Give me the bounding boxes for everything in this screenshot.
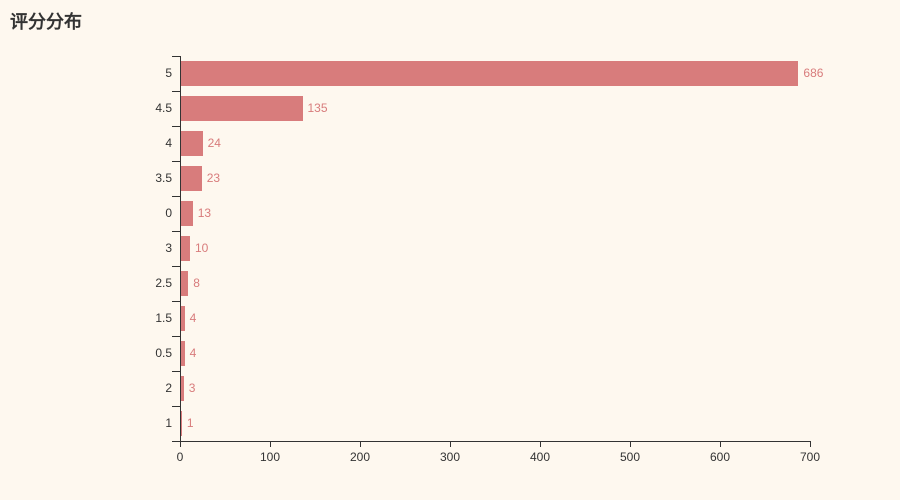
bar-row: 3.5 23	[155, 161, 810, 196]
bar[interactable]	[181, 61, 799, 86]
x-axis-tick-label: 400	[529, 450, 551, 464]
bar-value-label: 1	[186, 416, 194, 430]
x-axis-tick	[630, 442, 631, 447]
plot-area: 5 686 4.5 135 4 24 3.5 23 0 13 3 10 2.5 8 1.5 4 0.5 4 2 3 1 1…	[155, 56, 823, 464]
bar[interactable]	[181, 96, 303, 121]
y-axis-tick	[172, 406, 180, 407]
x-axis-tick-label: 0	[176, 450, 184, 464]
y-axis-tick	[172, 126, 180, 127]
y-axis-tick	[172, 91, 180, 92]
bar-value-label: 23	[206, 171, 221, 185]
bar-value-label: 135	[307, 101, 328, 115]
x-axis-line	[180, 441, 811, 442]
bar-value-label: 4	[189, 311, 197, 325]
x-axis-tick	[540, 442, 541, 447]
bar-value-label: 4	[189, 346, 197, 360]
y-axis-tick	[172, 196, 180, 197]
y-axis-tick	[172, 336, 180, 337]
x-axis-tick	[270, 442, 271, 447]
x-axis-tick	[720, 442, 721, 447]
y-axis-label: 4	[165, 136, 172, 150]
x-axis-tick-label: 700	[799, 450, 821, 464]
bar-row: 1.5 4	[155, 301, 810, 336]
x-axis-tick-label: 200	[349, 450, 371, 464]
bar-row: 2.5 8	[155, 266, 810, 301]
y-axis-label: 0.5	[155, 346, 172, 360]
y-axis-tick	[172, 56, 180, 57]
bar[interactable]	[181, 131, 203, 156]
y-axis-label: 0	[165, 206, 172, 220]
y-axis-label: 2.5	[155, 276, 172, 290]
x-axis-tick	[450, 442, 451, 447]
x-axis-tick	[360, 442, 361, 447]
x-axis-tick-label: 300	[439, 450, 461, 464]
bar-value-label: 8	[193, 276, 200, 290]
bar[interactable]	[181, 411, 182, 436]
y-axis-label: 1	[165, 416, 172, 430]
y-axis-tick	[172, 231, 180, 232]
y-axis-label: 3.5	[155, 171, 172, 185]
x-axis-tick-label: 500	[619, 450, 641, 464]
bar[interactable]	[181, 306, 185, 331]
bar-value-label: 10	[195, 241, 209, 255]
x-axis-tick	[810, 442, 811, 447]
bar-value-label: 24	[207, 136, 221, 150]
y-axis-label: 4.5	[155, 101, 172, 115]
x-axis-tick-label: 600	[709, 450, 731, 464]
y-axis-label: 3	[165, 241, 172, 255]
y-axis-tick	[172, 301, 180, 302]
chart-title: 评分分布	[10, 12, 82, 32]
y-axis-label: 5	[165, 66, 172, 80]
bar[interactable]	[181, 201, 193, 226]
bar[interactable]	[181, 166, 202, 191]
bar-row: 0.5 4	[155, 336, 810, 371]
x-axis-tick-label: 100	[259, 450, 281, 464]
bar-row: 5 686	[165, 56, 823, 91]
y-axis-label: 2	[165, 381, 172, 395]
bar[interactable]	[181, 236, 190, 261]
bar-row: 4 24	[165, 126, 810, 161]
bar-row: 4.5 135	[155, 91, 810, 126]
x-axis-tick	[180, 442, 181, 447]
bar-value-label: 686	[803, 66, 824, 80]
bar-value-label: 3	[188, 381, 196, 395]
y-axis-tick	[172, 371, 180, 372]
bar-row: 3 10	[165, 231, 810, 266]
bar-row: 0 13	[165, 196, 810, 231]
y-axis-tick	[172, 266, 180, 267]
y-axis-label: 1.5	[155, 311, 172, 325]
bar[interactable]	[181, 376, 184, 401]
y-axis-tick	[172, 441, 180, 442]
y-axis-tick	[172, 161, 180, 162]
bar[interactable]	[181, 341, 185, 366]
bar[interactable]	[181, 271, 189, 296]
y-axis-line	[180, 56, 181, 442]
bar-value-label: 13	[197, 206, 212, 220]
